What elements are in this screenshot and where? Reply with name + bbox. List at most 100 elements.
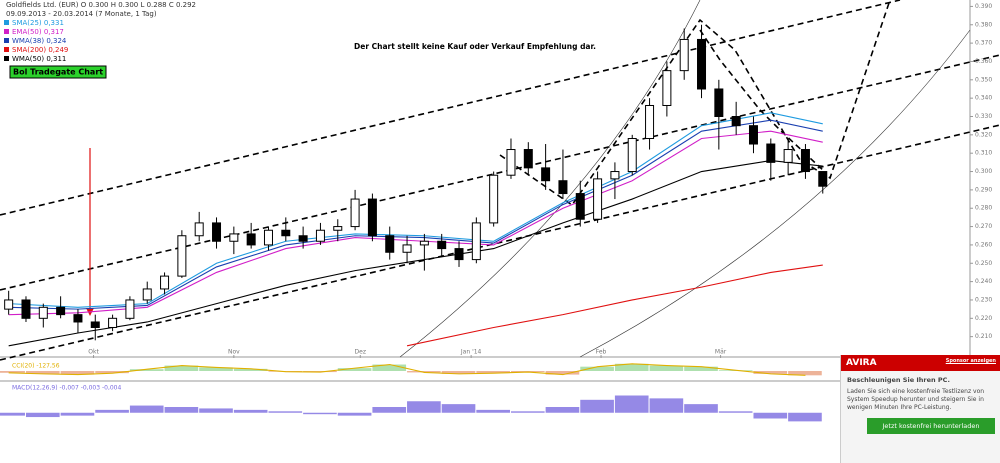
legend-swatch [4,56,9,61]
ad-headline: Beschleunigen Sie Ihren PC. [847,376,950,384]
legend-swatch [4,38,9,43]
candle-body [645,104,655,140]
candle-body [350,198,360,228]
candle-body [160,275,170,290]
indicator-bar [753,371,788,374]
indicator-bar [0,412,25,416]
indicator-bar [407,401,441,413]
legend-swatch [4,47,9,52]
indicator-bar [510,411,545,413]
indicator-bar [164,365,199,371]
candle-body [56,306,66,316]
candle-body [108,317,118,328]
candle-body [610,171,620,180]
candle-body [523,149,533,169]
candle-body [229,233,239,242]
candle-body [333,226,343,231]
candle-body [506,149,516,176]
indicator-bar [476,371,510,374]
indicator-bar [407,371,441,373]
indicator-bar [684,366,718,371]
indicator-bar [129,369,164,371]
candle-body [21,299,31,319]
indicator-bar [649,365,684,371]
candle-body [627,138,637,173]
indicator-bar [753,412,788,419]
indicator-bar [164,407,199,413]
candle-body [419,240,429,246]
indicator-line [8,363,806,376]
candle-body [731,115,741,127]
indicator-bar [199,367,233,371]
indicator-bar [580,399,614,413]
y-tick-label: 0.350 [975,76,992,83]
indicator-label: CCI(20) -127,56 [12,363,60,370]
y-tick-label: 0.260 [975,241,992,248]
plot-bg [0,0,970,463]
y-tick-label: 0.250 [975,260,992,267]
candle-body [697,38,707,90]
annotation: Der Chart stellt keine Kauf oder Verkauf… [354,42,596,51]
candle-body [593,178,603,220]
indicator-bar [95,371,129,374]
y-tick-label: 0.280 [975,205,992,212]
indicator-bar [95,409,129,413]
y-tick-label: 0.220 [975,315,992,322]
candle-body [402,244,412,253]
y-tick-label: 0.370 [975,40,992,47]
indicator-bar [441,371,476,374]
legend-label: WMA(50) 0,311 [12,55,66,63]
candle-body [558,180,568,195]
ad-sponsor[interactable]: Sponsor anzeigen [945,358,996,364]
y-tick-label: 0.310 [975,150,992,157]
indicator-bar [233,409,268,413]
y-tick-label: 0.240 [975,278,992,285]
y-tick-label: 0.290 [975,186,992,193]
candle-body [679,38,689,72]
candle-body [281,229,291,237]
candle-body [714,88,724,117]
legend-swatch [4,20,9,25]
y-tick-label: 0.300 [975,168,992,175]
candle-body [125,299,135,319]
ad-button[interactable]: Jetzt kostenfrei herunterladen [867,418,995,434]
x-tick-label: Jan '14 [460,349,482,356]
indicator-bar [788,412,822,422]
legend-label: SMA(25) 0,331 [12,19,64,27]
x-tick-label: Dez [355,349,366,356]
candle-body [90,321,100,328]
indicator-bar [372,364,407,371]
indicator-bar [510,371,545,373]
legend-swatch [4,29,9,34]
candle-body [142,288,152,301]
y-tick-label: 0.210 [975,333,992,340]
x-tick-label: Mär [715,349,727,356]
candle-body [783,149,793,163]
candle-body [748,125,758,145]
badge: Bol Tradegate Chart [13,68,103,77]
y-tick-label: 0.340 [975,95,992,102]
candle-body [385,235,395,253]
x-tick-label: Okt [88,349,99,356]
candle-body [194,222,204,237]
y-tick-label: 0.330 [975,113,992,120]
candle-body [541,167,551,182]
indicator-bar [268,411,303,413]
ad-header: AVIRA Sponsor anzeigen [841,355,1000,371]
ad: AVIRA Sponsor anzeigen Beschleunigen Sie … [840,355,1000,463]
candle-body [489,174,499,224]
indicator-bar [337,368,372,371]
indicator-bar [60,412,95,416]
indicator-bar [545,371,580,375]
indicator-bar [303,412,337,415]
indicator-bar [233,368,268,371]
indicator-bar [372,407,407,413]
candle-body [454,248,464,261]
trend-lines [0,0,1000,361]
indicator-bar [337,412,372,416]
candle-body [73,314,83,323]
candle-body [38,306,48,319]
x-tick-label: Nov [228,349,240,356]
title: Goldfields Ltd. (EUR) O 0.300 H 0.300 L … [6,1,196,9]
